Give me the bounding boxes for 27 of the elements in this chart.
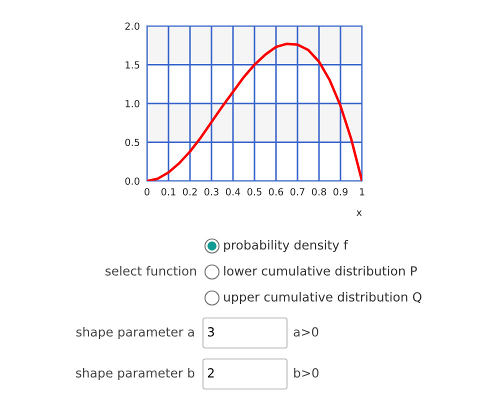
x-tick-label: 0 [144,188,150,196]
y-tick-label: 2.0 [125,22,140,30]
y-tick-label: 0.5 [125,138,140,146]
x-tick-label: 0.9 [333,188,348,196]
text: upper cumulative distribution Q [224,292,422,304]
text: probability density f [224,240,348,252]
text: a>0 [294,327,318,337]
y-tick-label: 1.5 [126,61,140,69]
y-tick-label: 1.0 [126,100,140,108]
x-tick-label: 0.8 [312,188,326,196]
x-tick-label: 0.6 [268,188,284,196]
text: shape parameter a [76,326,194,340]
y-tick-label: 0.0 [125,177,140,185]
x-tick-label: 0.5 [247,188,262,196]
x-tick-label: 0.2 [182,188,197,196]
text: 3 [208,327,214,337]
x-tick-label: 0.4 [226,188,240,196]
x-axis-title: x [356,210,362,216]
text: shape parameter b [76,368,194,380]
x-tick-label: 0.3 [204,188,218,196]
x-tick-label: 0.7 [290,188,304,196]
text: 2 [208,368,214,378]
x-tick-label: 1 [360,188,364,196]
text: b>0 [294,368,319,378]
x-tick-label: 0.1 [161,188,176,196]
text: select function [106,266,196,276]
text: lower cumulative distribution P [224,266,417,276]
